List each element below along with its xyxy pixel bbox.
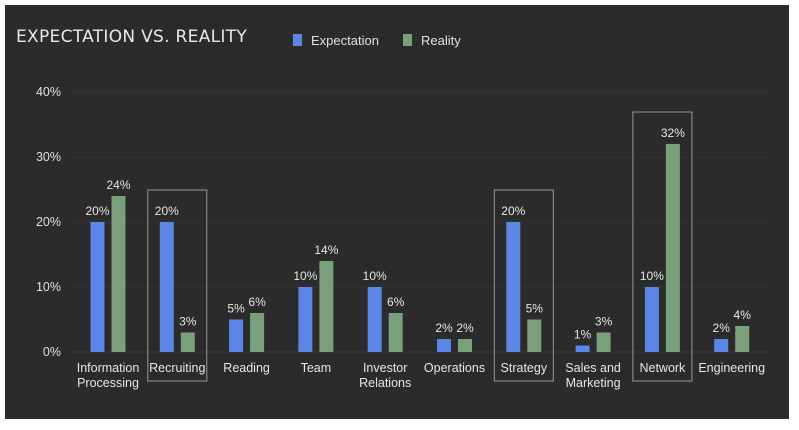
bar-reality — [735, 326, 750, 352]
data-label-expectation: 2% — [435, 321, 453, 335]
data-label-expectation: 5% — [227, 302, 245, 316]
data-label-reality: 4% — [734, 308, 752, 322]
highlight-box-strategy — [493, 189, 554, 382]
bar-expectation — [644, 287, 659, 352]
data-label-reality: 24% — [106, 178, 130, 192]
bar-expectation — [159, 222, 174, 352]
x-category-label-line: Reading — [223, 361, 270, 375]
x-axis: Information Processing Recruiting Reading Te… — [77, 361, 765, 390]
data-label-expectation: 1% — [574, 328, 592, 342]
legend-swatch-reality — [403, 34, 412, 46]
data-label-reality: 5% — [526, 302, 544, 316]
x-category-label-line: Investor — [363, 361, 407, 375]
data-label-expectation: 20% — [501, 204, 525, 218]
data-label-reality: 6% — [387, 295, 405, 309]
data-label-expectation: 20% — [85, 204, 109, 218]
x-category-label-line: Information — [77, 361, 140, 375]
bar-reality — [388, 313, 403, 352]
x-category-label-line: Marketing — [566, 376, 621, 390]
bar-expectation — [367, 287, 382, 352]
x-category-label-line: Engineering — [698, 361, 765, 375]
data-label-reality: 2% — [456, 321, 474, 335]
legend: Expectation Reality — [293, 33, 461, 48]
bar-expectation — [506, 222, 521, 352]
chart-canvas: EXPECTATION VS. REALITY Expectation Reali… — [16, 27, 770, 390]
x-category-label-line: Strategy — [501, 361, 548, 375]
x-category-label-line: Recruiting — [149, 361, 205, 375]
chart-panel: EXPECTATION VS. REALITY Expectation Reali… — [5, 5, 789, 419]
data-label-expectation: 10% — [293, 269, 317, 283]
bar-reality — [180, 332, 195, 352]
y-tick-label: 20% — [36, 215, 61, 229]
x-category-label-line: Network — [639, 361, 686, 375]
data-labels: 20% 20% 5% 10% 10% 2% 20% 1% 10% 2% 24% 3% 6% 14% 6% 2%… — [85, 126, 751, 342]
data-label-expectation: 10% — [640, 269, 664, 283]
bar-reality — [319, 261, 334, 352]
x-category-label: Engineering — [698, 361, 765, 375]
bar-expectation — [90, 222, 105, 352]
x-category-label-line: Processing — [77, 376, 139, 390]
legend-label-reality: Reality — [421, 33, 461, 48]
y-tick-label: 30% — [36, 150, 61, 164]
x-category-label: Strategy — [501, 361, 548, 375]
highlight-boxes — [147, 111, 693, 382]
data-label-reality: 6% — [248, 295, 266, 309]
x-category-label: Investor Relations — [359, 361, 411, 390]
bar-expectation — [298, 287, 313, 352]
x-category-label: Operations — [424, 361, 485, 375]
x-category-label-line: Sales and — [565, 361, 621, 375]
data-label-reality: 14% — [314, 243, 338, 257]
bar-reality — [665, 144, 680, 352]
highlight-box-network — [632, 111, 693, 382]
y-axis: 0% 10% 20% 30% 40% — [36, 85, 61, 359]
bars — [90, 144, 750, 352]
highlight-box-recruiting — [147, 189, 208, 382]
bar-reality — [458, 339, 472, 352]
bar-expectation — [437, 339, 451, 352]
data-label-expectation: 10% — [363, 269, 387, 283]
bar-expectation — [229, 319, 244, 352]
bar-expectation — [714, 339, 729, 352]
bar-reality — [111, 196, 126, 352]
y-tick-label: 10% — [36, 280, 61, 294]
chart-title: EXPECTATION VS. REALITY — [16, 27, 247, 47]
data-label-reality: 32% — [661, 126, 685, 140]
data-label-expectation: 20% — [155, 204, 179, 218]
data-label-reality: 3% — [179, 315, 197, 329]
x-category-label-line: Team — [301, 361, 332, 375]
data-label-reality: 3% — [595, 315, 613, 329]
x-category-label: Information Processing — [77, 361, 140, 390]
x-category-label: Reading — [223, 361, 270, 375]
x-category-label: Network — [639, 361, 686, 375]
x-category-label-line: Relations — [359, 376, 411, 390]
bar-expectation — [575, 345, 590, 352]
y-tick-label: 40% — [36, 85, 61, 99]
bar-reality — [250, 313, 265, 352]
data-label-expectation: 2% — [713, 321, 731, 335]
x-category-label: Team — [301, 361, 332, 375]
bar-reality — [596, 332, 611, 352]
legend-label-expectation: Expectation — [311, 33, 379, 48]
legend-swatch-expectation — [293, 34, 302, 46]
x-category-label-line: Operations — [424, 361, 485, 375]
y-tick-label: 0% — [43, 345, 61, 359]
x-category-label: Recruiting — [149, 361, 205, 375]
x-category-label: Sales and Marketing — [565, 361, 621, 390]
bar-reality — [527, 319, 542, 352]
